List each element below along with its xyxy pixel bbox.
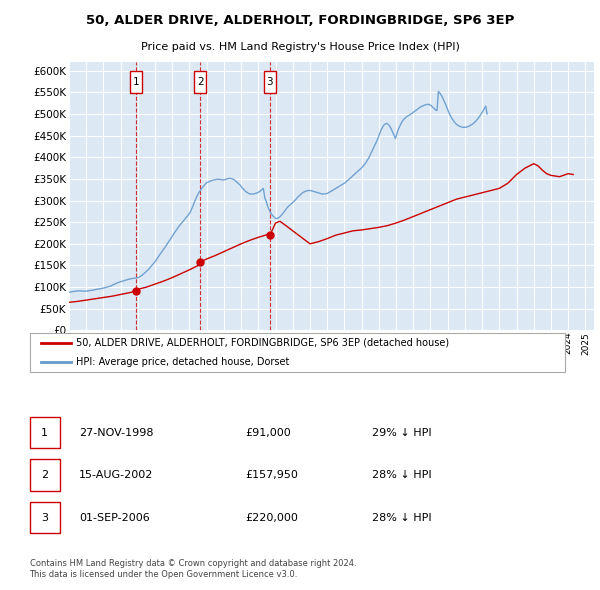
Text: Price paid vs. HM Land Registry's House Price Index (HPI): Price paid vs. HM Land Registry's House … <box>140 42 460 53</box>
Text: 1: 1 <box>133 77 140 87</box>
FancyBboxPatch shape <box>130 71 142 93</box>
Text: 50, ALDER DRIVE, ALDERHOLT, FORDINGBRIDGE, SP6 3EP: 50, ALDER DRIVE, ALDERHOLT, FORDINGBRIDG… <box>86 14 514 27</box>
Text: 15-AUG-2002: 15-AUG-2002 <box>79 470 154 480</box>
Text: 1: 1 <box>41 428 48 438</box>
Text: Contains HM Land Registry data © Crown copyright and database right 2024.
This d: Contains HM Land Registry data © Crown c… <box>29 559 356 579</box>
Text: 2: 2 <box>41 470 48 480</box>
Text: 50, ALDER DRIVE, ALDERHOLT, FORDINGBRIDGE, SP6 3EP (detached house): 50, ALDER DRIVE, ALDERHOLT, FORDINGBRIDG… <box>76 338 449 348</box>
Text: £220,000: £220,000 <box>245 513 298 523</box>
FancyBboxPatch shape <box>29 460 60 491</box>
Text: £91,000: £91,000 <box>245 428 290 438</box>
FancyBboxPatch shape <box>194 71 206 93</box>
Text: 28% ↓ HPI: 28% ↓ HPI <box>372 513 431 523</box>
Text: 2: 2 <box>197 77 203 87</box>
Text: 27-NOV-1998: 27-NOV-1998 <box>79 428 154 438</box>
Text: 01-SEP-2006: 01-SEP-2006 <box>79 513 150 523</box>
Text: 28% ↓ HPI: 28% ↓ HPI <box>372 470 431 480</box>
Text: 3: 3 <box>41 513 48 523</box>
FancyBboxPatch shape <box>29 333 565 372</box>
Text: HPI: Average price, detached house, Dorset: HPI: Average price, detached house, Dors… <box>76 358 290 367</box>
FancyBboxPatch shape <box>29 417 60 448</box>
FancyBboxPatch shape <box>29 502 60 533</box>
Text: 3: 3 <box>266 77 273 87</box>
Text: £157,950: £157,950 <box>245 470 298 480</box>
Text: 29% ↓ HPI: 29% ↓ HPI <box>372 428 431 438</box>
FancyBboxPatch shape <box>264 71 276 93</box>
